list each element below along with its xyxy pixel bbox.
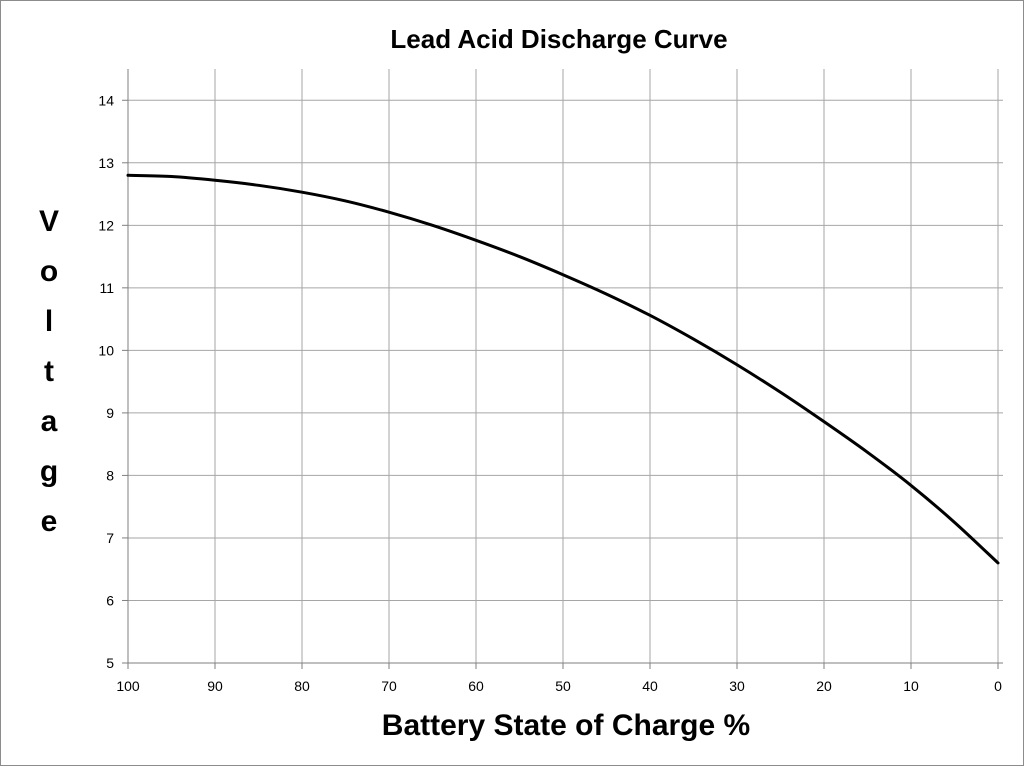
x-tick-label: 40 xyxy=(642,678,658,694)
x-tick-label: 80 xyxy=(294,678,310,694)
x-tick-label: 20 xyxy=(816,678,832,694)
y-axis-label-letter: l xyxy=(45,305,53,338)
x-tick-label: 70 xyxy=(381,678,397,694)
x-tick-label: 30 xyxy=(729,678,745,694)
y-axis-label-letter: t xyxy=(44,355,54,388)
y-axis-label-letter: g xyxy=(40,455,58,488)
y-tick-label: 7 xyxy=(106,530,114,546)
y-tick-label: 10 xyxy=(98,342,114,358)
chart-title: Lead Acid Discharge Curve xyxy=(390,24,727,54)
y-tick-label: 5 xyxy=(106,655,114,671)
x-axis-label: Battery State of Charge % xyxy=(382,709,750,742)
y-tick-label: 8 xyxy=(106,467,114,483)
y-tick-label: 9 xyxy=(106,405,114,421)
y-tick-label: 14 xyxy=(98,92,114,108)
y-tick-label: 11 xyxy=(99,280,114,296)
y-axis-label-letter: V xyxy=(39,205,59,238)
series-line-0 xyxy=(126,173,1000,565)
y-axis-label-letter: o xyxy=(40,255,58,288)
y-tick-label: 13 xyxy=(98,155,114,171)
y-tick-label: 12 xyxy=(98,217,114,233)
x-tick-label: 50 xyxy=(555,678,571,694)
x-tick-label: 60 xyxy=(468,678,484,694)
series-layer xyxy=(126,173,1000,565)
x-tick-label: 90 xyxy=(207,678,223,694)
axes xyxy=(122,69,1003,669)
x-tick-label: 0 xyxy=(994,678,1002,694)
x-tick-label: 100 xyxy=(116,678,140,694)
y-axis-label-letter: e xyxy=(41,505,58,538)
grid-lines xyxy=(128,69,1003,668)
x-tick-label: 10 xyxy=(903,678,919,694)
y-tick-label: 6 xyxy=(106,592,114,608)
y-axis-label-letter: a xyxy=(41,405,58,438)
